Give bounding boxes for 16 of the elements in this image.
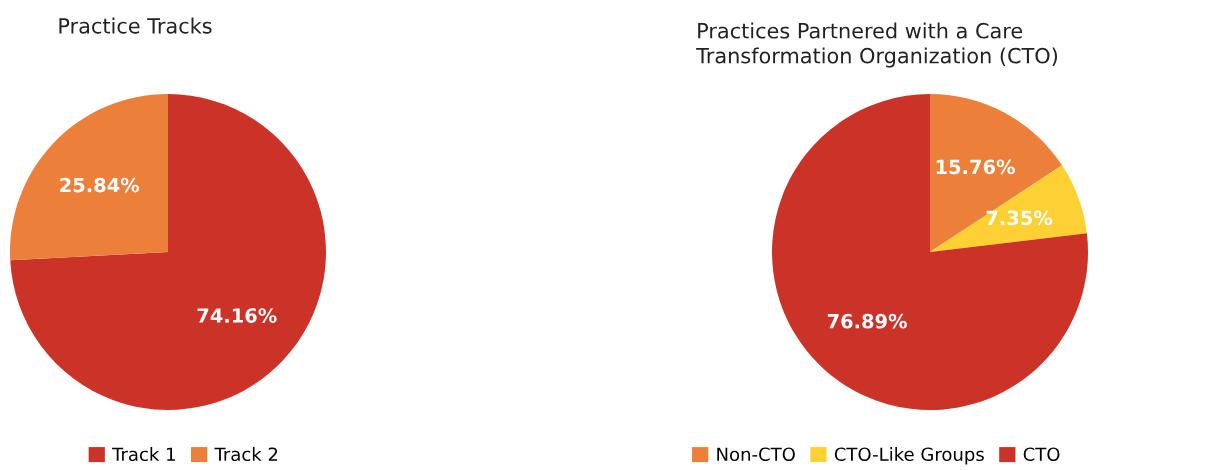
data-label: 25.84% bbox=[60, 177, 140, 193]
data-label: 76.89% bbox=[827, 313, 907, 329]
data-label: 74.16% bbox=[197, 308, 277, 323]
legend-label: Non-CTO bbox=[717, 447, 795, 462]
data-label: 15.76% bbox=[936, 159, 1015, 175]
pie-slice bbox=[10, 94, 168, 261]
legend-label: CTO bbox=[1023, 447, 1060, 462]
chart-title: Practices Partnered with a Care Transformation Organization (CTO) bbox=[696, 22, 1058, 68]
chart-title: Practice Tracks bbox=[59, 17, 212, 34]
pie-slice bbox=[10, 94, 326, 410]
legend-label: Track 2 bbox=[214, 447, 278, 462]
pie-slice bbox=[772, 94, 1088, 410]
legend-label: CTO-Like Groups bbox=[834, 447, 984, 465]
data-label: 7.35% bbox=[986, 210, 1053, 226]
legend-label: Track 1 bbox=[112, 447, 175, 462]
pie-slice bbox=[930, 94, 1063, 252]
